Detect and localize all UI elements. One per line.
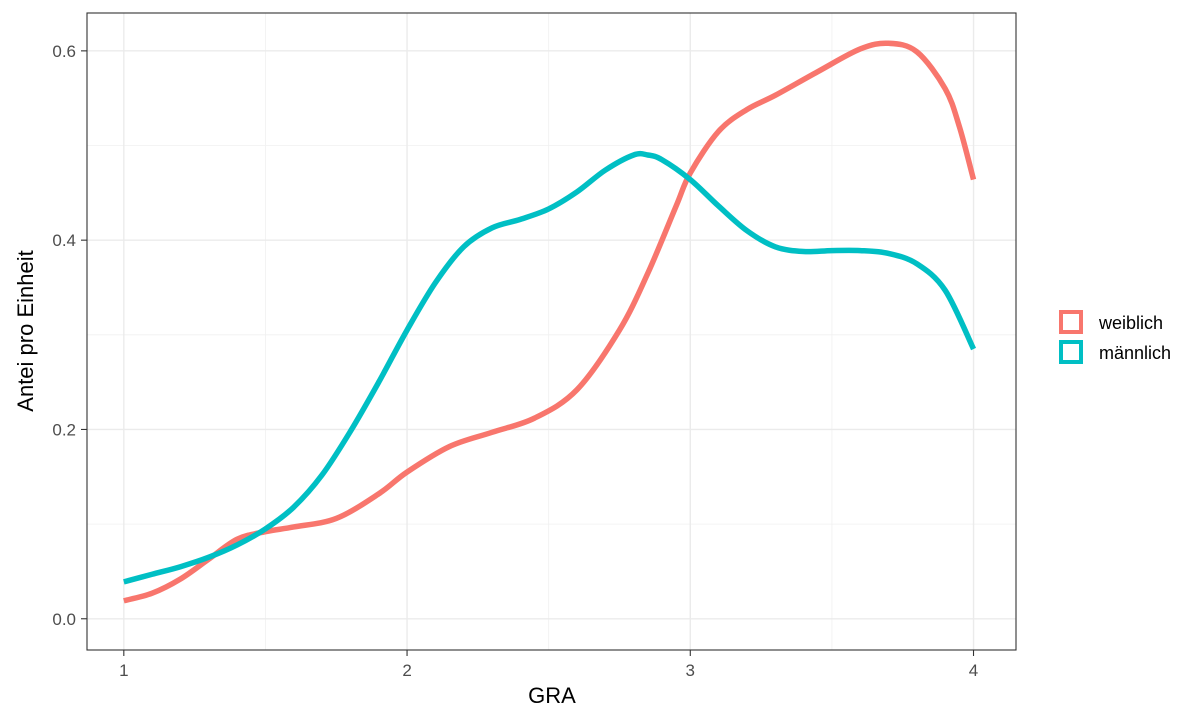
x-tick-label: 2 <box>402 661 411 680</box>
legend: weiblich männlich <box>1059 310 1171 364</box>
legend-swatch <box>1059 340 1083 364</box>
x-tick-label: 1 <box>119 661 128 680</box>
y-axis: 0.0 0.2 0.4 0.6 <box>52 42 87 629</box>
minor-grid <box>87 13 1016 650</box>
x-axis-title: GRA <box>528 683 576 708</box>
x-axis: 1 2 3 4 <box>119 650 978 680</box>
x-tick-label: 3 <box>686 661 695 680</box>
legend-label: weiblich <box>1098 313 1163 333</box>
legend-label: männlich <box>1099 343 1171 363</box>
y-tick-label: 0.4 <box>52 231 76 250</box>
series-layer <box>123 40 977 604</box>
y-tick-label: 0.0 <box>52 610 76 629</box>
x-tick-label: 4 <box>969 661 978 680</box>
series-line-maennlich <box>123 150 977 585</box>
legend-swatch <box>1059 310 1083 334</box>
panel-border <box>86 12 1017 651</box>
y-tick-label: 0.2 <box>52 420 76 439</box>
y-tick-label: 0.6 <box>52 42 76 61</box>
y-axis-title: Antei pro Einheit <box>13 250 38 411</box>
